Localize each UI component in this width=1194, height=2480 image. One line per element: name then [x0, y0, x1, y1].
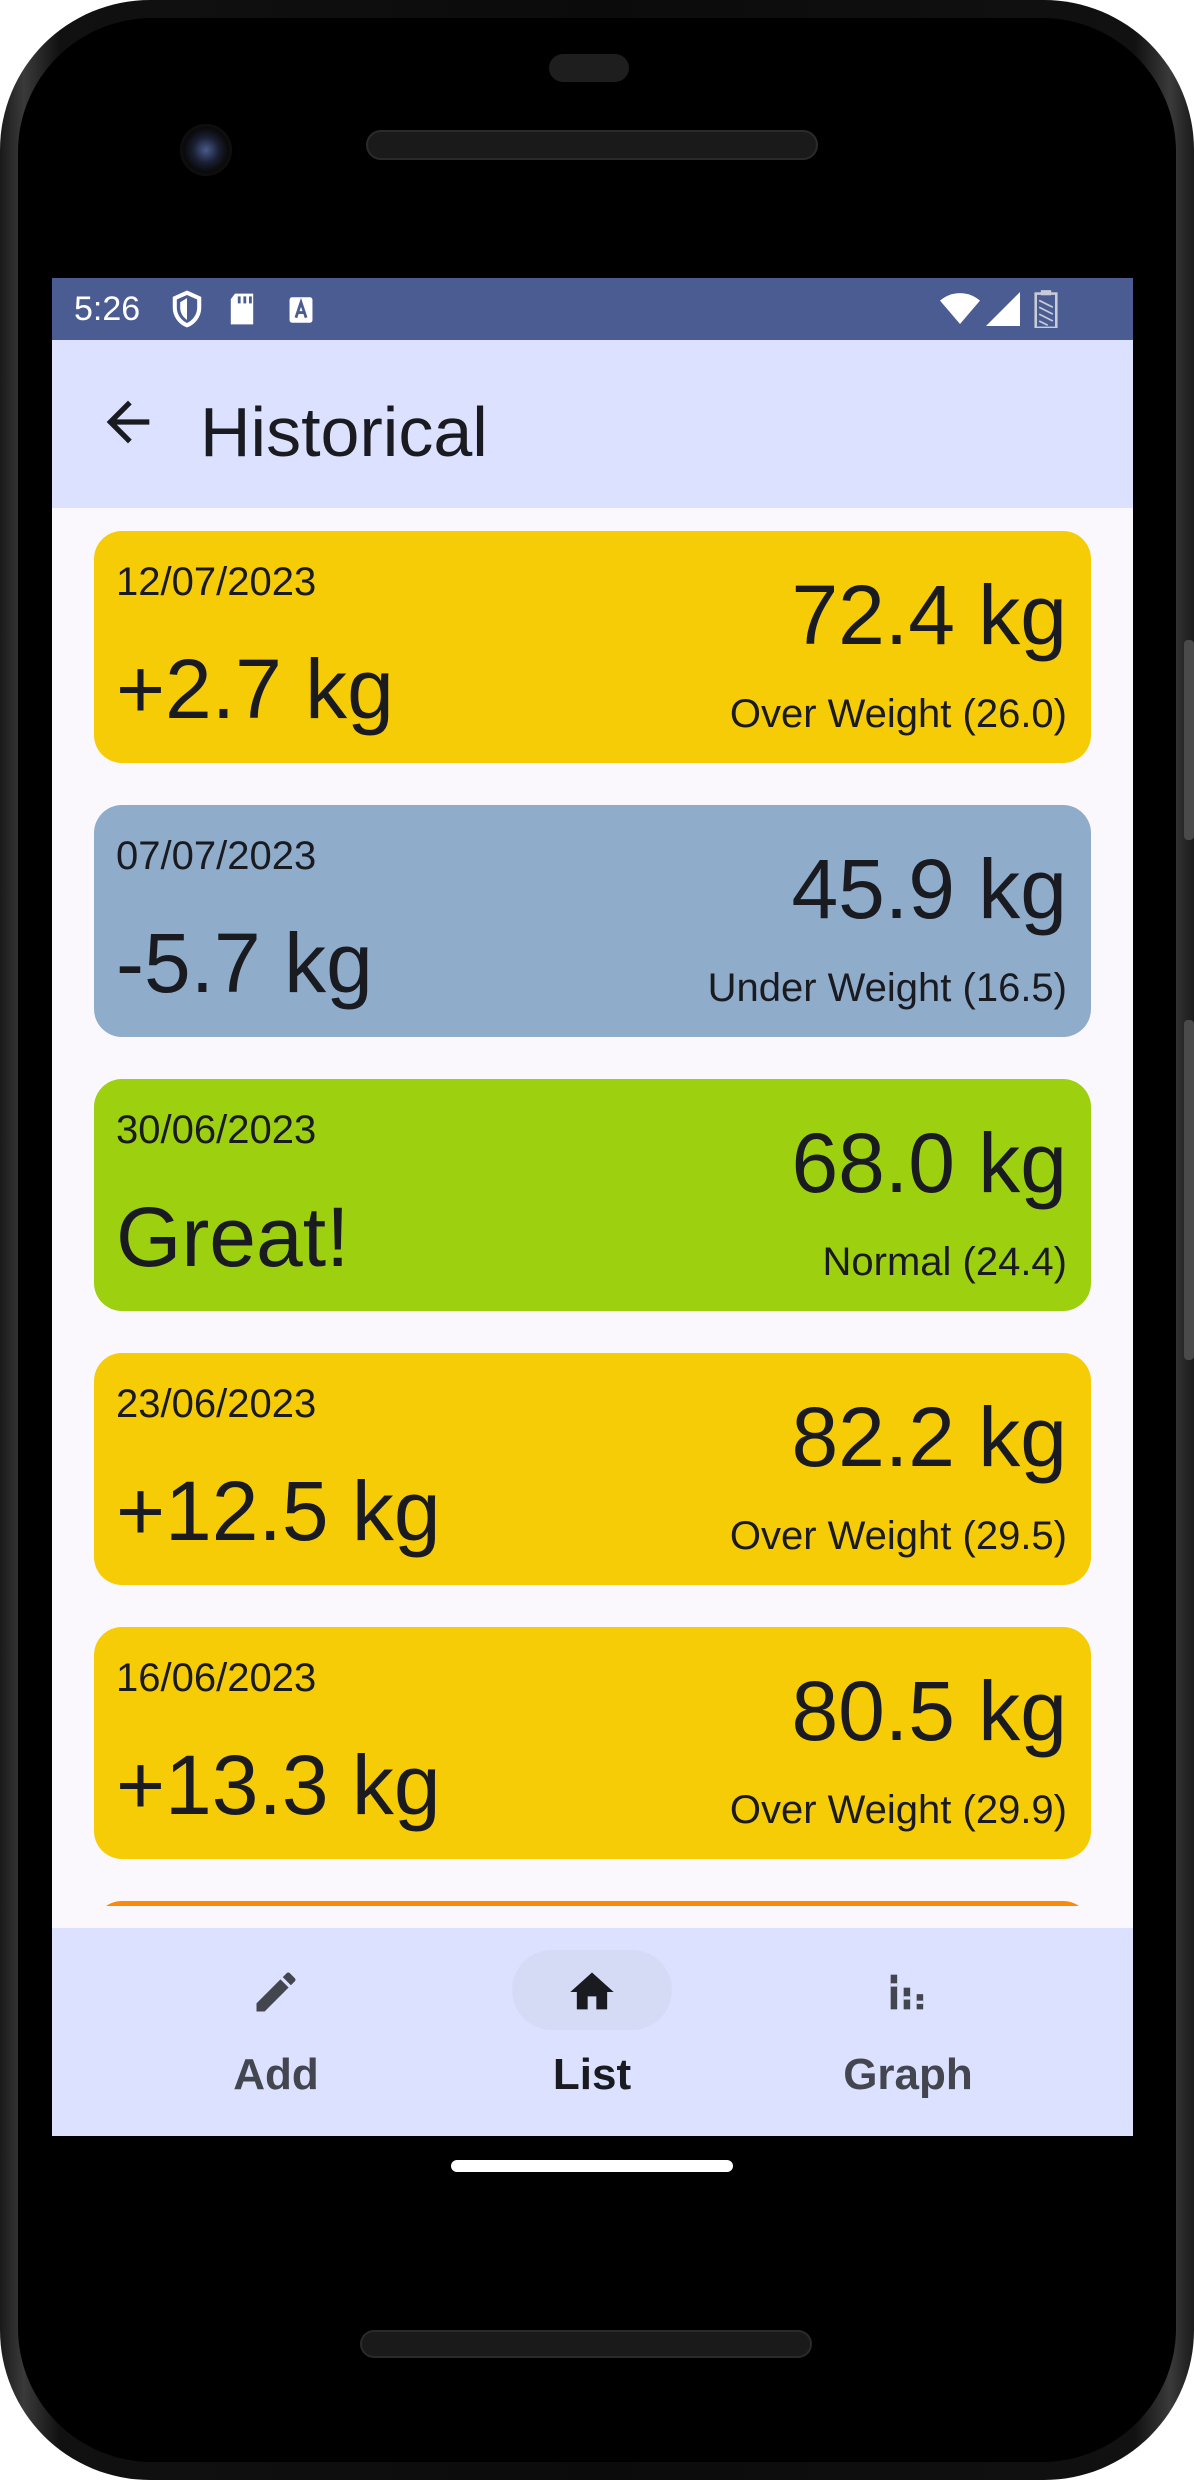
battery-icon	[1034, 290, 1058, 328]
page-title: Historical	[200, 393, 488, 471]
nav-item-graph[interactable]: Graph	[728, 1928, 1088, 2136]
entry-date: 12/07/2023	[116, 560, 317, 604]
top-speaker-grille	[366, 130, 818, 160]
bottom-speaker-grille	[360, 2330, 812, 2358]
bottom-navigation-bar: Add List Graph	[52, 1928, 1133, 2136]
entry-difference: +13.3 kg	[116, 1738, 441, 1832]
status-bar: 5:26	[52, 278, 1133, 340]
entry-weight: 72.4 kg	[791, 568, 1067, 662]
entry-difference: -5.7 kg	[116, 916, 373, 1010]
back-arrow-icon[interactable]	[96, 390, 160, 454]
nav-label-graph: Graph	[843, 2050, 973, 2099]
status-time: 5:26	[74, 290, 141, 328]
nav-label-add: Add	[233, 2050, 319, 2099]
keyboard-a-icon	[289, 297, 313, 323]
entry-date: 30/06/2023	[116, 1108, 317, 1152]
pencil-icon	[256, 1972, 296, 2012]
volume-button	[1184, 1020, 1194, 1360]
entry-date: 23/06/2023	[116, 1382, 317, 1426]
history-list[interactable]: 12/07/2023 +2.7 kg 72.4 kg Over Weight (…	[52, 508, 1133, 1906]
shield-icon	[172, 290, 202, 328]
history-card[interactable]: 12/07/2023 +2.7 kg 72.4 kg Over Weight (…	[94, 531, 1091, 763]
entry-bmi-category: Over Weight (29.5)	[729, 1514, 1067, 1558]
bar-chart-icon	[890, 1974, 924, 2010]
entry-bmi-category: Under Weight (16.5)	[707, 966, 1067, 1010]
top-app-bar: Historical	[52, 340, 1133, 508]
signal-icon	[986, 292, 1020, 326]
earpiece	[549, 54, 629, 82]
home-indicator[interactable]	[451, 2160, 733, 2172]
sd-card-icon	[230, 293, 254, 325]
entry-weight: 82.2 kg	[791, 1390, 1067, 1484]
nav-item-add[interactable]: Add	[96, 1928, 456, 2136]
nav-item-list[interactable]: List	[412, 1928, 772, 2136]
nav-label-list: List	[552, 2050, 632, 2099]
entry-difference: +12.5 kg	[116, 1464, 441, 1558]
entry-bmi-category: Over Weight (26.0)	[729, 692, 1067, 736]
home-icon	[570, 1972, 614, 2010]
entry-weight: 68.0 kg	[791, 1116, 1067, 1210]
entry-weight: 80.5 kg	[791, 1664, 1067, 1758]
history-card[interactable]: 30/06/2023 Great! 68.0 kg Normal (24.4)	[94, 1079, 1091, 1311]
history-card[interactable]: 07/07/2023 -5.7 kg 45.9 kg Under Weight …	[94, 805, 1091, 1037]
entry-difference: Great!	[116, 1190, 350, 1284]
entry-bmi-category: Over Weight (29.9)	[729, 1788, 1067, 1832]
history-card[interactable]	[94, 1901, 1091, 1906]
front-camera	[180, 124, 232, 176]
wifi-icon	[940, 293, 980, 324]
history-card[interactable]: 16/06/2023 +13.3 kg 80.5 kg Over Weight …	[94, 1627, 1091, 1859]
screen: 5:26	[52, 278, 1133, 2136]
entry-date: 16/06/2023	[116, 1656, 317, 1700]
entry-date: 07/07/2023	[116, 834, 317, 878]
history-card[interactable]: 23/06/2023 +12.5 kg 82.2 kg Over Weight …	[94, 1353, 1091, 1585]
entry-bmi-category: Normal (24.4)	[822, 1240, 1067, 1284]
entry-weight: 45.9 kg	[791, 842, 1067, 936]
entry-difference: +2.7 kg	[116, 642, 394, 736]
power-button	[1184, 640, 1194, 840]
